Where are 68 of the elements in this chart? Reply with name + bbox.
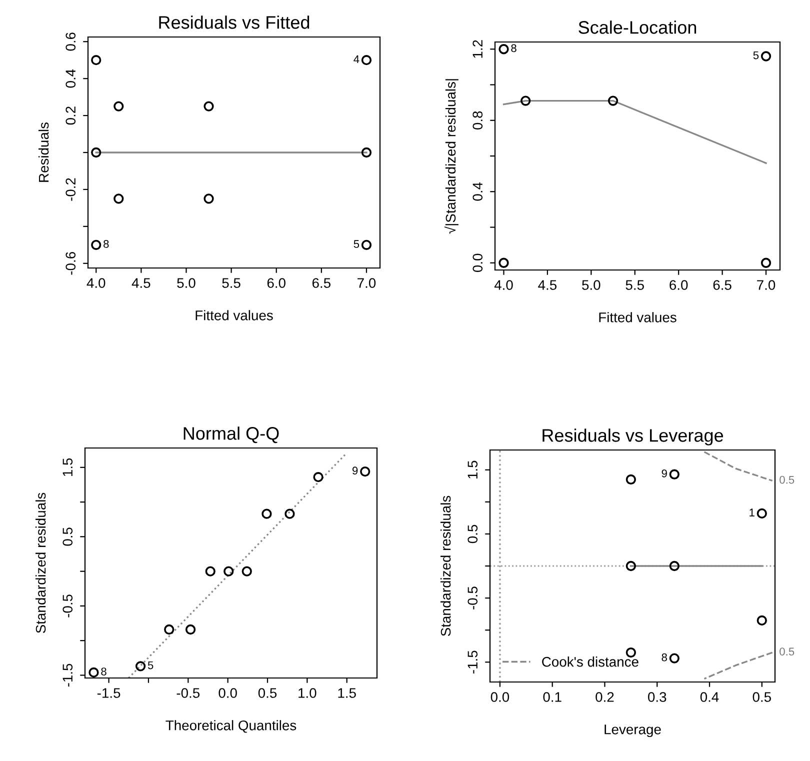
x-tick-label: 6.0: [267, 278, 286, 288]
y-axis-title: Standardized residuals: [35, 492, 46, 634]
x-tick-label: 7.0: [757, 280, 776, 290]
y-tick-label: 1.2: [472, 40, 482, 58]
x-tick-label: 1.0: [298, 688, 316, 698]
x-tick-label: 7.0: [358, 278, 376, 288]
y-tick-label: -0.5: [62, 594, 73, 618]
chart-title: Scale-Location: [578, 20, 696, 34]
y-tick-label: 1.5: [468, 460, 478, 478]
y-tick-label: -0.5: [468, 586, 478, 610]
y-tick-label: 0.5: [468, 524, 478, 544]
y-tick-label: 0.2: [66, 106, 76, 125]
annotation: 9: [352, 466, 358, 475]
x-tick-label: 0.5: [258, 688, 277, 698]
y-axis-title: Standardized residuals: [440, 496, 451, 636]
annotation: 4: [354, 55, 360, 63]
x-tick-label: 1.5: [338, 688, 356, 698]
y-tick-label: 0.4: [66, 69, 76, 88]
y-tick-label: 1.5: [62, 458, 73, 476]
x-tick-label: 6.5: [713, 280, 732, 290]
annotation: 8: [662, 653, 667, 662]
x-tick-label: 4.0: [494, 280, 513, 290]
annotation: 8: [101, 668, 106, 676]
annotation: 5: [148, 661, 154, 670]
text: 0.5: [780, 648, 794, 656]
x-tick-label: -1.5: [97, 688, 120, 698]
y-tick-label: -1.5: [468, 650, 478, 674]
x-tick-label: 5.0: [582, 280, 600, 290]
annotation: 1: [750, 508, 754, 516]
chart-title: Residuals vs Fitted: [159, 16, 310, 29]
x-axis-title: Leverage: [604, 724, 661, 738]
y-tick-label: 0.8: [472, 111, 483, 130]
y-tick-label: 0.5: [62, 528, 73, 546]
x-axis-title: Fitted values: [196, 310, 273, 320]
annotation: 5: [753, 51, 759, 60]
x-tick-label: 5.5: [222, 278, 240, 288]
y-tick-label: -0.6: [66, 252, 76, 275]
x-axis-title: Fitted values: [599, 312, 676, 322]
y-tick-label: -0.2: [66, 178, 76, 201]
x-tick-label: 4.5: [132, 278, 150, 288]
legend-label: Cook's distance: [542, 656, 638, 667]
x-tick-label: 6.0: [670, 280, 688, 290]
x-tick-label: 5.0: [177, 278, 196, 288]
y-tick-label: 0.0: [472, 254, 483, 272]
annotation: 9: [662, 469, 667, 478]
y-axis-title: √|Standardized residuals|: [444, 79, 458, 234]
x-tick-label: 0.0: [218, 688, 237, 698]
text: 0.5: [780, 476, 794, 484]
x-tick-label: 5.5: [626, 280, 644, 290]
chart-title: Residuals vs Leverage: [542, 428, 724, 446]
x-tick-label: 0.2: [596, 692, 614, 702]
x-tick-label: 4.0: [86, 278, 106, 288]
x-tick-label: 0.0: [490, 692, 510, 702]
annotation: 8: [104, 240, 109, 248]
x-tick-label: 0.5: [752, 692, 771, 702]
x-tick-label: 4.5: [538, 280, 557, 290]
x-axis-title: Theoretical Quantiles: [166, 720, 296, 733]
x-tick-label: 6.5: [312, 278, 330, 288]
y-axis-title: Residuals: [38, 122, 49, 182]
x-tick-label: -0.5: [176, 688, 200, 698]
x-tick-label: 0.4: [700, 692, 719, 702]
chart-title: Normal Q-Q: [184, 426, 279, 444]
y-tick-label: 0.4: [472, 182, 483, 201]
y-tick-label: 0.6: [66, 32, 76, 51]
annotation: 8: [511, 44, 516, 52]
x-tick-label: 0.3: [648, 692, 666, 702]
annotation: 5: [354, 240, 360, 248]
x-tick-label: 0.1: [543, 692, 562, 702]
